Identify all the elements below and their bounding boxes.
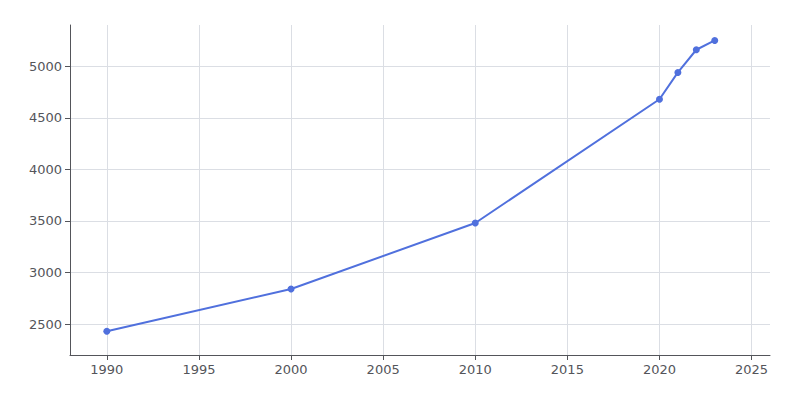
svg-text:2010: 2010 bbox=[459, 362, 492, 377]
svg-text:3500: 3500 bbox=[29, 213, 62, 228]
svg-text:3000: 3000 bbox=[29, 265, 62, 280]
svg-text:2005: 2005 bbox=[367, 362, 400, 377]
svg-text:2000: 2000 bbox=[275, 362, 308, 377]
svg-text:4000: 4000 bbox=[29, 162, 62, 177]
svg-text:2020: 2020 bbox=[643, 362, 676, 377]
svg-text:2025: 2025 bbox=[735, 362, 768, 377]
svg-text:1990: 1990 bbox=[90, 362, 123, 377]
svg-text:4500: 4500 bbox=[29, 110, 62, 125]
svg-text:2015: 2015 bbox=[551, 362, 584, 377]
svg-text:5000: 5000 bbox=[29, 59, 62, 74]
svg-text:2500: 2500 bbox=[29, 317, 62, 332]
svg-text:1995: 1995 bbox=[182, 362, 215, 377]
